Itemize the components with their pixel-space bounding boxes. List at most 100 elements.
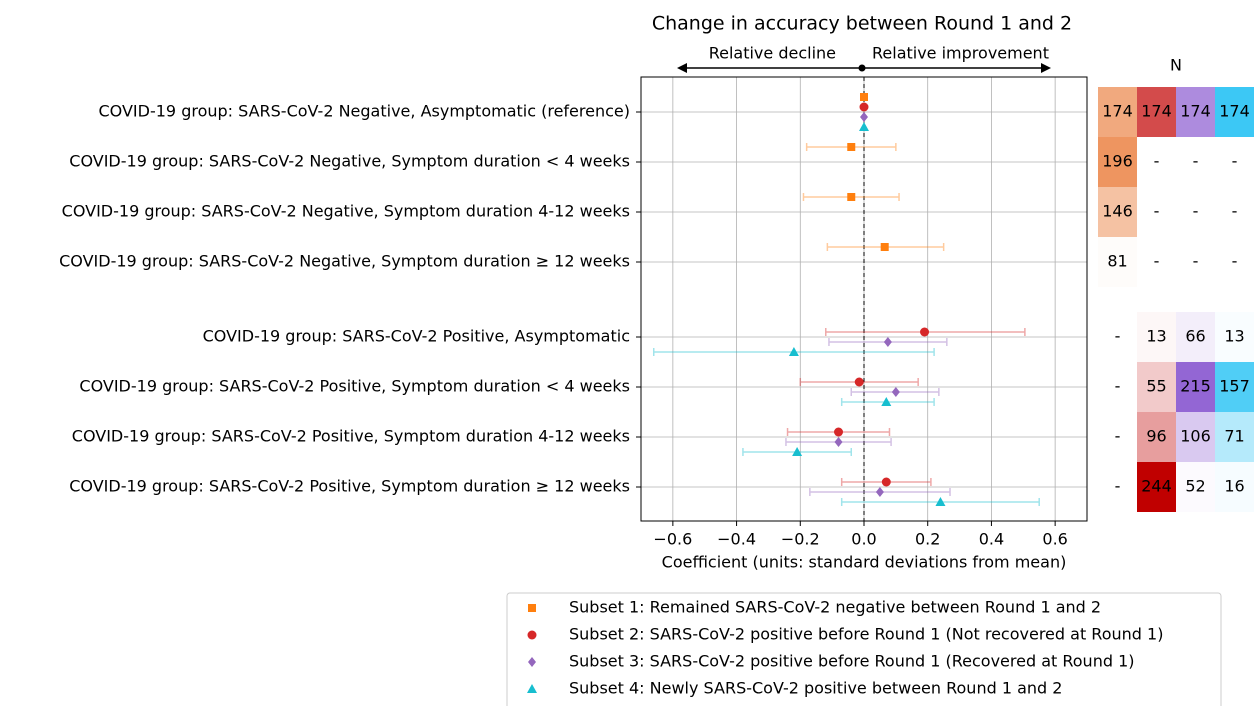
heatmap-label: -: [1154, 202, 1160, 221]
heatmap-label: 174: [1141, 102, 1172, 121]
marker: [935, 497, 946, 506]
heatmap-cell: [1137, 362, 1176, 412]
heatmap-label: 16: [1224, 477, 1244, 496]
arrow-head: [1041, 63, 1051, 73]
heatmap-label: -: [1232, 252, 1238, 271]
heatmap-cell: [1176, 362, 1215, 412]
heatmap-cell: [1215, 412, 1254, 462]
y-tick-label: COVID-19 group: SARS-CoV-2 Positive, Sym…: [79, 377, 630, 396]
marker: [880, 243, 889, 251]
annotation: Relative decline: [709, 44, 836, 63]
annotation: Relative improvement: [872, 44, 1049, 63]
heatmap-label: 81: [1107, 252, 1127, 271]
heatmap-label: 215: [1180, 377, 1211, 396]
marker: [859, 122, 869, 131]
heatmap-label: -: [1115, 377, 1121, 396]
marker: [883, 337, 892, 347]
marker: [834, 437, 843, 447]
heatmap-cell: [1098, 137, 1137, 187]
heatmap-cell: [1098, 237, 1137, 287]
y-tick-label: COVID-19 group: SARS-CoV-2 Positive, Asy…: [203, 327, 630, 346]
heatmap-label: -: [1154, 252, 1160, 271]
heatmap-label: 13: [1146, 327, 1166, 346]
marker: [528, 604, 536, 612]
heatmap-cell: [1137, 312, 1176, 362]
marker: [881, 477, 891, 487]
x-tick-label: 0.6: [1042, 530, 1067, 549]
heatmap-cell: [1176, 312, 1215, 362]
heatmap-cell: [1137, 462, 1176, 512]
heatmap-label: 157: [1219, 377, 1250, 396]
y-tick-label: COVID-19 group: SARS-CoV-2 Negative, Sym…: [62, 202, 630, 221]
marker: [847, 143, 856, 151]
y-tick-label: COVID-19 group: SARS-CoV-2 Positive, Sym…: [69, 477, 630, 496]
marker: [528, 657, 536, 667]
heatmap-label: 66: [1185, 327, 1205, 346]
y-tick-label: COVID-19 group: SARS-CoV-2 Positive, Sym…: [72, 427, 630, 446]
heatmap-cell: [1137, 87, 1176, 137]
heatmap-label: 71: [1224, 427, 1244, 446]
x-tick-label: −0.6: [653, 530, 692, 549]
heatmap-cell: [1176, 462, 1215, 512]
marker: [527, 684, 537, 693]
heatmap-label: 244: [1141, 477, 1172, 496]
marker: [859, 102, 869, 112]
heatmap-cell: [1098, 87, 1137, 137]
heatmap-cell: [1137, 412, 1176, 462]
heatmap-label: 52: [1185, 477, 1205, 496]
legend: [506, 592, 1222, 706]
heatmap-label: 13: [1224, 327, 1244, 346]
heatmap-label: 174: [1219, 102, 1250, 121]
heatmap-cell: [1176, 87, 1215, 137]
heatmap-label: 146: [1102, 202, 1133, 221]
marker: [891, 387, 900, 397]
marker: [881, 397, 892, 406]
arrow-head: [677, 63, 687, 73]
x-tick-label: −0.4: [717, 530, 756, 549]
heatmap-cell: [1098, 187, 1137, 237]
heatmap-label: -: [1115, 427, 1121, 446]
legend-label: Subset 3: SARS-CoV-2 positive before Rou…: [569, 652, 1135, 671]
marker: [792, 447, 803, 456]
x-tick-label: 0.2: [915, 530, 940, 549]
heatmap-label: 174: [1102, 102, 1133, 121]
heatmap-label: 174: [1180, 102, 1211, 121]
y-tick-label: COVID-19 group: SARS-CoV-2 Negative, Sym…: [69, 152, 630, 171]
heatmap-label: -: [1115, 477, 1121, 496]
heatmap-cell: [1215, 312, 1254, 362]
y-tick-label: COVID-19 group: SARS-CoV-2 Negative, Sym…: [59, 252, 630, 271]
marker: [920, 327, 930, 337]
heatmap-label: -: [1193, 152, 1199, 171]
marker: [527, 630, 537, 640]
heatmap-label: 96: [1146, 427, 1166, 446]
marker: [860, 93, 868, 101]
x-tick-label: 0.0: [851, 530, 876, 549]
heatmap-label: 196: [1102, 152, 1133, 171]
y-tick-label: COVID-19 group: SARS-CoV-2 Negative, Asy…: [99, 102, 631, 121]
heatmap-label: -: [1193, 202, 1199, 221]
heatmap-cell: [1215, 362, 1254, 412]
heatmap-label: -: [1232, 202, 1238, 221]
arrow-origin: [858, 64, 866, 72]
heatmap-label: 106: [1180, 427, 1211, 446]
marker: [834, 427, 844, 437]
heatmap-label: -: [1193, 252, 1199, 271]
marker: [854, 377, 864, 387]
legend-label: Subset 2: SARS-CoV-2 positive before Rou…: [569, 625, 1163, 644]
heatmap-cell: [1176, 412, 1215, 462]
legend-label: Subset 1: Remained SARS-CoV-2 negative b…: [569, 598, 1101, 617]
heatmap-label: -: [1154, 152, 1160, 171]
heatmap-label: -: [1115, 327, 1121, 346]
x-axis-label: Coefficient (units: standard deviations …: [662, 553, 1067, 572]
x-tick-label: −0.2: [781, 530, 820, 549]
marker: [875, 487, 884, 497]
marker: [860, 112, 868, 122]
x-tick-label: 0.4: [979, 530, 1004, 549]
chart-title: Change in accuracy between Round 1 and 2: [652, 13, 1072, 35]
n-title: N: [1170, 56, 1182, 75]
marker: [847, 193, 856, 201]
marker: [788, 347, 799, 356]
heatmap-cell: [1215, 87, 1254, 137]
heatmap-label: 55: [1146, 377, 1166, 396]
